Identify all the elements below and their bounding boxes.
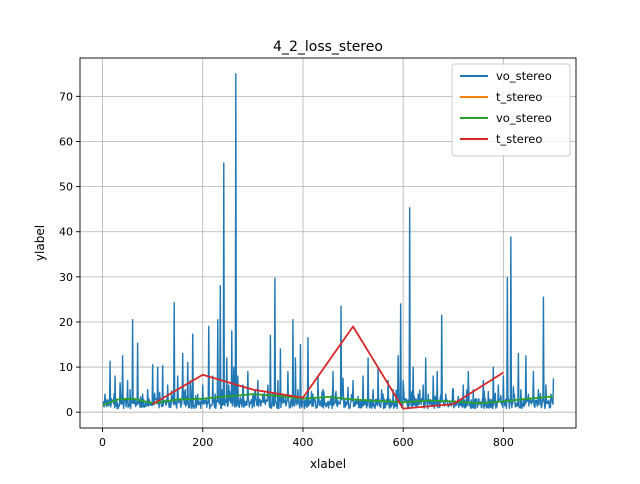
y-tick-label: 60 <box>59 135 73 148</box>
x-tick-label: 0 <box>99 436 106 449</box>
x-tick-label: 200 <box>192 436 213 449</box>
x-tick-label: 400 <box>292 436 313 449</box>
y-tick-label: 50 <box>59 181 73 194</box>
chart-title: 4_2_loss_stereo <box>273 39 383 55</box>
y-tick-label: 10 <box>59 361 73 374</box>
legend-label: vo_stereo <box>496 111 552 125</box>
y-axis-label: ylabel <box>33 225 47 261</box>
y-tick-label: 40 <box>59 226 73 239</box>
x-tick-label: 600 <box>393 436 414 449</box>
legend-label: vo_stereo <box>496 69 552 83</box>
y-tick-label: 20 <box>59 316 73 329</box>
x-axis-label: xlabel <box>310 457 346 471</box>
plot-frame <box>79 57 577 429</box>
x-tick-label: 800 <box>493 436 514 449</box>
y-tick-label: 30 <box>59 271 73 284</box>
legend-label: t_stereo <box>496 132 542 146</box>
y-tick-label: 70 <box>59 90 73 103</box>
y-tick-label: 0 <box>66 406 73 419</box>
series-line-1 <box>102 73 555 410</box>
legend-label: t_stereo <box>496 90 542 104</box>
legend-box <box>451 63 571 157</box>
series-line-4 <box>152 325 504 410</box>
